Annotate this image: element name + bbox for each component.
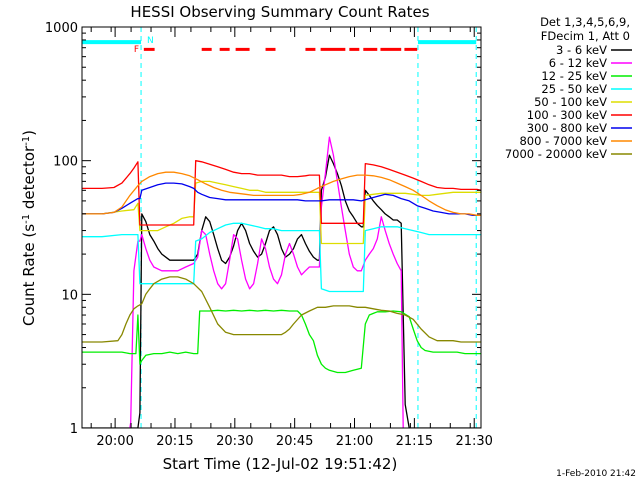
- series-line: [82, 309, 481, 374]
- y-axis-label-part: detector: [20, 145, 38, 214]
- legend-entry-label: 50 - 100 keV: [534, 95, 607, 109]
- series-line: [82, 154, 481, 428]
- y-axis-label-part: Count Rate (s: [20, 224, 38, 326]
- chart-title: HESSI Observing Summary Count Rates: [130, 3, 429, 21]
- x-tick-label: 21:15: [396, 434, 433, 449]
- y-axis-label-part: ): [20, 130, 38, 136]
- legend-entry-label: 3 - 6 keV: [556, 43, 607, 57]
- x-tick-label: 20:15: [156, 434, 193, 449]
- plot-area: 1 10 100 1000 20:00 20:15 20:30 20:45 21:00 21:15…: [45, 21, 493, 449]
- y-tick-label: 10: [61, 288, 78, 303]
- legend-header: FDecim 1, Att 0: [541, 29, 630, 43]
- legend-entry-label: 12 - 25 keV: [541, 69, 607, 83]
- x-tick-label: 21:30: [455, 434, 492, 449]
- legend-entry-label: 800 - 7000 keV: [519, 134, 607, 148]
- footer-date: 1-Feb-2010 21:42: [556, 469, 636, 479]
- legend: Det 1,3,4,5,6,9,FDecim 1, Att 03 - 6 keV…: [505, 15, 632, 161]
- flare-flag-label: F: [134, 45, 139, 55]
- series-line: [82, 276, 481, 343]
- series-group: [82, 27, 481, 428]
- y-tick-label: 100: [53, 155, 78, 170]
- series-line: [129, 136, 404, 428]
- x-axis-label: Start Time (12-Jul-02 19:51:42): [163, 455, 398, 473]
- legend-header: Det 1,3,4,5,6,9,: [540, 15, 630, 29]
- series-line: [82, 171, 481, 216]
- night-flag-label: N: [147, 36, 154, 46]
- series-line: [82, 182, 481, 216]
- legend-entry-label: 6 - 12 keV: [549, 56, 607, 70]
- x-tick-label: 20:45: [276, 434, 313, 449]
- y-tick-label: 1000: [45, 21, 78, 36]
- y-axis-label: Count Rate (s-1 detector-1): [20, 130, 38, 326]
- x-tick-label: 20:30: [216, 434, 253, 449]
- series-line: [82, 160, 481, 226]
- x-tick-label: 20:00: [96, 434, 133, 449]
- series-line: [82, 222, 481, 293]
- plot-frame: [81, 26, 482, 429]
- legend-entry-label: 100 - 300 keV: [527, 108, 607, 122]
- y-axis-label-sup: -1: [21, 214, 32, 224]
- x-tick-label: 21:00: [336, 434, 373, 449]
- y-axis-label-sup: -1: [21, 136, 32, 146]
- series-line: [82, 180, 481, 245]
- y-tick-label: 1: [70, 422, 78, 437]
- legend-entry-label: 25 - 50 keV: [541, 82, 607, 96]
- legend-entry-label: 300 - 800 keV: [527, 121, 607, 135]
- legend-entry-label: 7000 - 20000 keV: [505, 147, 607, 161]
